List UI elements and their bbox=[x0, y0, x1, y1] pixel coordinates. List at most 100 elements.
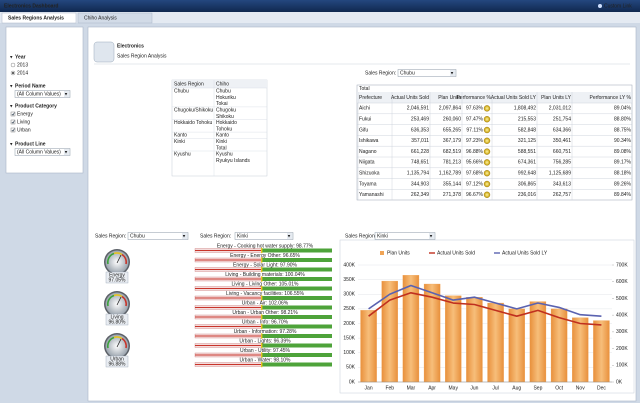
y-tick-label: 100K bbox=[343, 350, 355, 356]
y-tick-label: 400K bbox=[343, 262, 355, 268]
progress-label: Urban - Water: 98.10% bbox=[240, 357, 292, 363]
progress-label: Urban - Information: 97.28% bbox=[234, 329, 297, 335]
period-select[interactable] bbox=[14, 90, 71, 98]
progress-marker bbox=[261, 257, 263, 263]
chiho-link[interactable]: Hokuriku bbox=[216, 95, 236, 101]
column-header: Performance LY % bbox=[589, 95, 631, 101]
progress-label: Urban - Lights: 96.39% bbox=[239, 338, 291, 344]
cell: 89.26% bbox=[614, 181, 632, 187]
cell: 96.88% bbox=[466, 149, 484, 155]
cell: 588,551 bbox=[518, 149, 536, 155]
cell: 88.18% bbox=[614, 171, 632, 177]
progress-label: Energy - Energy Other: 96.65% bbox=[230, 253, 300, 259]
y2-tick-label: 200K bbox=[616, 346, 628, 352]
progress-right bbox=[262, 362, 332, 367]
gauge-label-box bbox=[105, 355, 129, 368]
chiho-link[interactable]: Chugoku bbox=[216, 108, 236, 114]
table-header: Chiho bbox=[216, 81, 229, 87]
progress-marker bbox=[261, 276, 263, 282]
region-header bbox=[172, 80, 267, 88]
cell: 344,903 bbox=[411, 181, 429, 187]
checkbox[interactable] bbox=[10, 127, 16, 133]
chiho-link[interactable]: Ryukyu Islands bbox=[216, 158, 250, 164]
table-header: Sales Region bbox=[174, 81, 204, 87]
page-subtitle: Sales Region Analysis bbox=[117, 53, 167, 59]
radio-dot bbox=[12, 72, 14, 74]
progress-right bbox=[262, 334, 332, 338]
chiho-link[interactable]: Kinki bbox=[216, 139, 227, 145]
cell: 90.34% bbox=[614, 138, 632, 144]
select-label: Sales Region: bbox=[345, 233, 376, 239]
chiho-link[interactable]: Chubu bbox=[216, 89, 231, 95]
region-name: Hokkaido Tohoku bbox=[174, 120, 212, 126]
legend-label: Plan Units bbox=[387, 250, 410, 256]
y-tick-label: 300K bbox=[343, 292, 355, 298]
x-tick-label: Jun bbox=[470, 385, 478, 391]
chiho-link[interactable]: Kyushu bbox=[216, 152, 233, 158]
custom-link[interactable]: Custom Link bbox=[604, 3, 632, 9]
progress-right bbox=[262, 248, 332, 253]
bar bbox=[529, 301, 547, 383]
cell: 357,011 bbox=[411, 138, 429, 144]
checkbox-label: Energy bbox=[17, 111, 33, 117]
region-select[interactable] bbox=[397, 69, 457, 77]
cell: Shizuoka bbox=[359, 171, 380, 177]
tab[interactable] bbox=[1, 12, 77, 24]
cell: 251,754 bbox=[553, 117, 571, 123]
region-select[interactable] bbox=[127, 232, 189, 240]
cell: Aichi bbox=[359, 106, 370, 112]
gauge-value: 97.05% bbox=[109, 277, 127, 283]
chiho-link[interactable]: Hokkaido bbox=[216, 120, 237, 126]
gauge-label-box bbox=[105, 271, 129, 284]
checkbox[interactable] bbox=[10, 119, 16, 125]
progress-label: Living - Vacancy facilities: 106.55% bbox=[226, 291, 305, 297]
chiho-link[interactable]: Tohoku bbox=[216, 126, 232, 132]
region-select[interactable] bbox=[234, 232, 294, 240]
radio[interactable] bbox=[10, 62, 16, 68]
check bbox=[11, 128, 15, 132]
gauge-arc-green bbox=[106, 336, 115, 349]
gauge-name: Living bbox=[110, 315, 123, 321]
column-header: Prefecture bbox=[359, 95, 382, 101]
bar bbox=[572, 317, 589, 383]
progress-marker bbox=[261, 323, 263, 330]
progress-right bbox=[262, 324, 332, 329]
progress-right bbox=[262, 258, 332, 262]
bullet: ▾ bbox=[10, 103, 13, 109]
top-bar bbox=[0, 0, 640, 12]
region-name: Kanto bbox=[174, 133, 187, 139]
cell: 2,031,012 bbox=[549, 106, 571, 112]
filter-label: Product Category bbox=[15, 103, 57, 109]
cell: 236,016 bbox=[518, 192, 536, 198]
chiho-link[interactable]: Total bbox=[216, 145, 227, 151]
y-tick-label: 0K bbox=[349, 379, 356, 385]
cell: 655,265 bbox=[443, 127, 461, 133]
page-title: Electronics bbox=[117, 43, 144, 49]
region-name: Chubu bbox=[174, 89, 189, 95]
gauge-needle bbox=[116, 296, 122, 306]
y2-tick-label: 600K bbox=[616, 279, 628, 285]
cell: 253,469 bbox=[411, 117, 429, 123]
progress-marker bbox=[261, 333, 263, 339]
region-name: Chugoku/Shikoku bbox=[174, 108, 213, 114]
gauge-value: 96.80% bbox=[109, 319, 127, 325]
region-select[interactable] bbox=[374, 232, 436, 240]
y2-tick-label: 400K bbox=[616, 312, 628, 318]
page-icon bbox=[93, 41, 115, 63]
chiho-link[interactable]: Shikoku bbox=[216, 114, 234, 120]
checkbox[interactable] bbox=[10, 111, 16, 117]
app-title: Electronics Dashboard bbox=[4, 3, 58, 9]
chiho-link[interactable]: Kanto bbox=[216, 133, 229, 139]
status-dot bbox=[483, 170, 491, 177]
x-tick-label: Jan bbox=[365, 385, 373, 391]
tab-bar bbox=[0, 12, 640, 23]
chiho-link[interactable]: Tokai bbox=[216, 101, 228, 107]
bar bbox=[466, 297, 483, 383]
line-select[interactable] bbox=[14, 148, 71, 156]
tab-label: Chiho Analysis bbox=[84, 15, 117, 21]
cell: 262,757 bbox=[553, 192, 571, 198]
gauge-face bbox=[105, 250, 129, 274]
cell: 343,613 bbox=[553, 181, 571, 187]
tab[interactable] bbox=[77, 12, 153, 24]
prefecture-table bbox=[356, 84, 633, 201]
